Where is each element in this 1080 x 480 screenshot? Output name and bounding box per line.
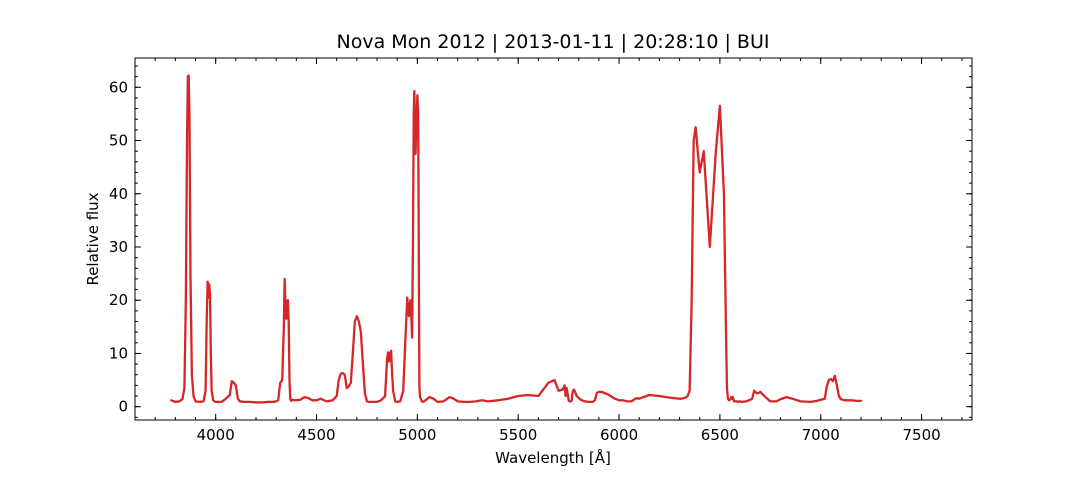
y-tick-label: 60 (109, 78, 128, 96)
x-axis-label: Wavelength [Å] (495, 448, 611, 467)
axis-ticks (134, 58, 972, 420)
y-tick-label: 10 (109, 344, 128, 362)
x-tick-label: 4500 (297, 426, 335, 444)
x-tick-label: 7500 (902, 426, 940, 444)
x-tick-label: 4000 (197, 426, 235, 444)
spectrum-line (170, 74, 863, 404)
axis-tick-labels: 4000 4500 5000 5500 6000 6500 7000 7500 0 10 20 30 4… (109, 78, 941, 444)
y-tick-label: 30 (109, 238, 128, 256)
x-tick-label: 7000 (802, 426, 840, 444)
y-tick-label: 20 (109, 291, 128, 309)
y-tick-label: 40 (109, 185, 128, 203)
x-tick-label: 5000 (398, 426, 436, 444)
x-tick-label: 6000 (600, 426, 638, 444)
y-tick-label: 50 (109, 132, 128, 150)
x-tick-label: 6500 (701, 426, 739, 444)
y-axis-label: Relative flux (84, 192, 102, 285)
chart-title: Nova Mon 2012 | 2013-01-11 | 20:28:10 | … (337, 31, 770, 53)
plot-frame (134, 57, 973, 421)
y-tick-label: 0 (118, 398, 128, 416)
x-tick-label: 5500 (499, 426, 537, 444)
